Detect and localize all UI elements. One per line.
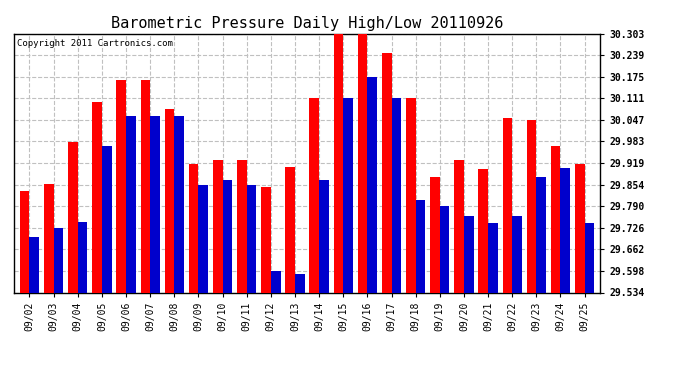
Bar bbox=[357, 34, 367, 292]
Bar bbox=[150, 116, 160, 292]
Bar bbox=[237, 160, 247, 292]
Bar bbox=[78, 222, 88, 292]
Bar bbox=[175, 116, 184, 292]
Bar bbox=[526, 120, 536, 292]
Bar bbox=[488, 223, 497, 292]
Bar bbox=[189, 164, 199, 292]
Bar bbox=[295, 274, 305, 292]
Bar bbox=[430, 177, 440, 292]
Bar bbox=[406, 98, 415, 292]
Bar bbox=[141, 80, 150, 292]
Bar bbox=[560, 168, 570, 292]
Bar bbox=[551, 146, 560, 292]
Bar bbox=[213, 160, 223, 292]
Bar bbox=[68, 142, 78, 292]
Bar bbox=[126, 116, 136, 292]
Bar bbox=[502, 118, 512, 292]
Bar bbox=[30, 237, 39, 292]
Bar bbox=[584, 223, 594, 292]
Bar bbox=[165, 109, 175, 292]
Bar bbox=[271, 271, 281, 292]
Text: Copyright 2011 Cartronics.com: Copyright 2011 Cartronics.com bbox=[17, 39, 172, 48]
Bar bbox=[464, 216, 473, 292]
Bar bbox=[391, 98, 401, 292]
Bar bbox=[247, 185, 257, 292]
Bar bbox=[536, 177, 546, 292]
Bar bbox=[333, 34, 343, 292]
Bar bbox=[319, 180, 328, 292]
Bar bbox=[478, 170, 488, 292]
Bar bbox=[382, 53, 391, 292]
Bar bbox=[343, 98, 353, 292]
Title: Barometric Pressure Daily High/Low 20110926: Barometric Pressure Daily High/Low 20110… bbox=[111, 16, 503, 31]
Bar bbox=[262, 187, 271, 292]
Bar bbox=[44, 184, 54, 292]
Bar bbox=[54, 228, 63, 292]
Bar bbox=[199, 185, 208, 292]
Bar bbox=[117, 80, 126, 292]
Bar bbox=[286, 166, 295, 292]
Bar bbox=[415, 200, 425, 292]
Bar bbox=[309, 98, 319, 292]
Bar bbox=[367, 77, 377, 292]
Bar bbox=[512, 216, 522, 292]
Bar bbox=[223, 180, 233, 292]
Bar bbox=[102, 146, 112, 292]
Bar bbox=[575, 164, 584, 292]
Bar bbox=[92, 102, 102, 292]
Bar bbox=[454, 160, 464, 292]
Bar bbox=[440, 206, 449, 292]
Bar bbox=[20, 191, 30, 292]
